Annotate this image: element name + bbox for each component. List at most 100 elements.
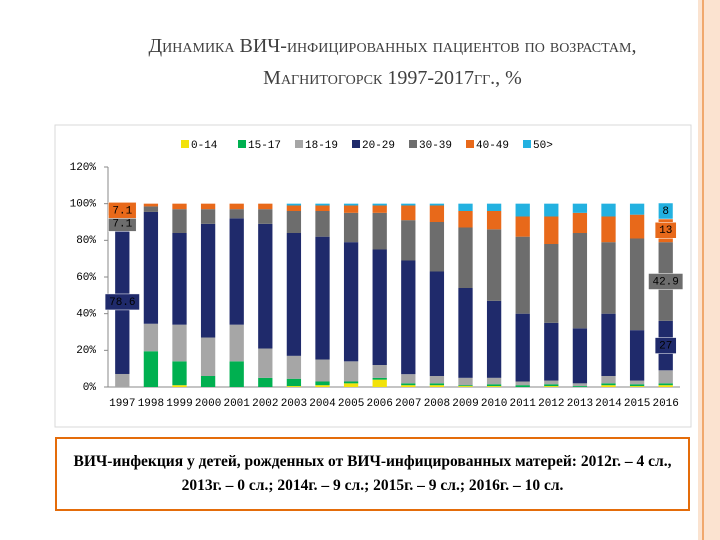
bar-segment <box>601 383 616 386</box>
bar-segment <box>486 300 502 378</box>
bar-segment <box>629 380 645 385</box>
bar-segment <box>544 322 559 381</box>
x-tick-label: 2011 <box>509 398 536 410</box>
bar-segment <box>372 249 387 365</box>
bar-segment <box>629 203 645 215</box>
x-tick-label: 1999 <box>166 398 192 410</box>
legend-swatch <box>238 140 246 148</box>
bar-segment <box>629 384 645 387</box>
bar-segment <box>258 203 273 210</box>
x-tick-label: 2005 <box>338 398 364 410</box>
bar-segment <box>544 380 559 385</box>
bar-segment <box>286 378 302 387</box>
bar-segment <box>372 203 387 206</box>
x-tick-label: 2009 <box>452 398 478 410</box>
y-tick-label: 100% <box>70 199 97 211</box>
bar-segment <box>429 222 445 272</box>
legend-label: 0-14 <box>191 140 218 152</box>
data-label: 27 <box>659 340 672 352</box>
x-tick-label: 2012 <box>538 398 564 410</box>
bar-segment <box>143 351 159 387</box>
bar-segment <box>343 381 359 384</box>
legend-label: 30-39 <box>419 140 452 152</box>
bar-segment <box>515 381 530 386</box>
bar-segment <box>286 233 302 356</box>
y-tick-label: 20% <box>76 345 96 357</box>
bar-segment <box>115 373 130 387</box>
legend-label: 50> <box>533 140 553 152</box>
bar-segment <box>286 355 302 379</box>
data-label: 78.6 <box>109 297 135 309</box>
bar-segment <box>143 203 159 207</box>
data-label: 7.1 <box>112 218 132 230</box>
y-tick-label: 40% <box>76 309 96 321</box>
bar-segment <box>458 377 473 386</box>
data-label-bg <box>104 293 140 311</box>
data-label: 42.9 <box>652 276 678 288</box>
x-tick-label: 2004 <box>309 398 336 410</box>
x-tick-label: 2010 <box>481 398 507 410</box>
legend-label: 40-49 <box>476 140 509 152</box>
bar-segment <box>343 242 359 362</box>
bar-segment <box>658 370 673 384</box>
bar-segment <box>286 203 302 206</box>
bar-segment <box>315 211 330 237</box>
bar-segment <box>286 205 302 211</box>
legend-swatch <box>181 140 189 148</box>
bar-segment <box>429 385 445 387</box>
bar-segment <box>372 365 387 378</box>
bar-segment <box>172 209 187 233</box>
bar-segment <box>429 205 445 222</box>
bar-segment <box>343 203 359 206</box>
bar-segment <box>515 203 530 217</box>
legend-label: 20-29 <box>362 140 395 152</box>
bar-segment <box>429 203 445 206</box>
bar-segment <box>343 212 359 243</box>
bar-segment <box>286 386 302 387</box>
bar-segment <box>143 323 159 352</box>
bar-segment <box>372 377 387 380</box>
bar-segment <box>572 386 588 387</box>
x-tick-label: 2013 <box>567 398 593 410</box>
bar-segment <box>172 385 187 387</box>
bar-segment <box>458 385 473 387</box>
x-tick-label: 1997 <box>109 398 135 410</box>
bar-segment <box>601 203 616 217</box>
bar-segment <box>229 218 244 325</box>
bar-segment <box>458 288 473 378</box>
x-tick-label: 2001 <box>223 398 250 410</box>
bar-segment <box>601 313 616 376</box>
bar-segment <box>172 203 187 210</box>
bar-segment <box>315 236 330 360</box>
data-label-bg <box>658 202 674 220</box>
bar-segment <box>401 205 416 221</box>
data-label-bg <box>654 337 677 354</box>
data-label: 8 <box>662 206 669 218</box>
bar-segment <box>229 209 244 219</box>
x-tick-label: 2015 <box>624 398 650 410</box>
bar-segment <box>372 212 387 250</box>
bar-segment <box>343 361 359 382</box>
x-tick-label: 2002 <box>252 398 278 410</box>
x-tick-label: 2008 <box>424 398 450 410</box>
data-label-bg <box>108 202 137 219</box>
bar-segment <box>629 238 645 331</box>
bar-segment <box>200 209 216 224</box>
data-label-bg <box>654 222 677 239</box>
data-label: 7.1 <box>112 205 132 217</box>
bar-segment <box>200 376 216 387</box>
bar-segment <box>315 359 330 382</box>
y-tick-label: 80% <box>76 235 96 247</box>
bar-segment <box>429 383 445 386</box>
bar-segment <box>486 203 502 211</box>
bar-segment <box>258 377 273 387</box>
bar-segment <box>372 205 387 213</box>
bar-segment <box>486 229 502 301</box>
legend-swatch <box>295 140 303 148</box>
legend-label: 15-17 <box>248 140 281 152</box>
bar-segment <box>515 216 530 237</box>
bar-segment <box>458 211 473 228</box>
bar-segment <box>544 216 559 244</box>
bar-segment <box>572 383 588 387</box>
